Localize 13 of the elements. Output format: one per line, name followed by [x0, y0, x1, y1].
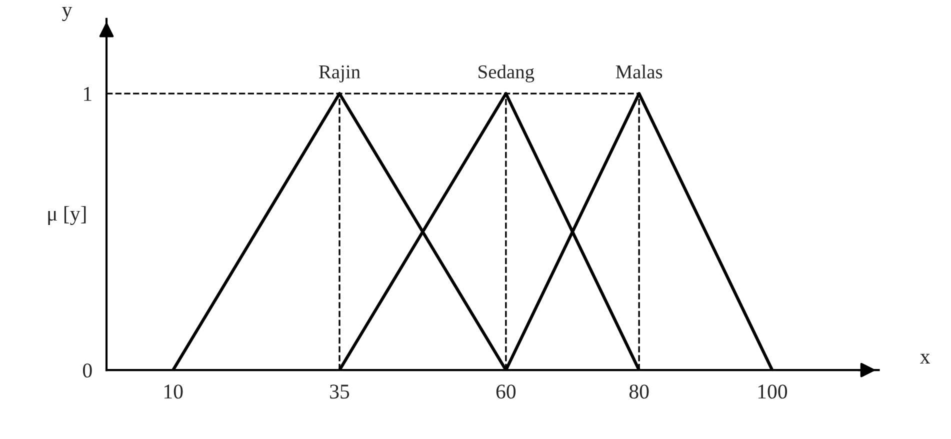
series-label: Rajin	[319, 65, 360, 82]
text: y	[62, 7, 72, 22]
x-tick-label: 10	[164, 384, 183, 399]
series-label: Sedang	[478, 64, 534, 82]
x-tick-label: 100	[758, 384, 788, 399]
x-tick-label: 35	[330, 384, 350, 399]
x-tick-label: 80	[629, 384, 649, 399]
x-axis-title: x	[920, 354, 930, 364]
y-tick-label: 0	[83, 363, 92, 378]
series-label: Malas	[616, 64, 662, 78]
y-tick-label: 1	[84, 87, 92, 101]
x-tick-label: 60	[496, 384, 516, 399]
y-axis-title: μ [y]	[48, 206, 86, 226]
